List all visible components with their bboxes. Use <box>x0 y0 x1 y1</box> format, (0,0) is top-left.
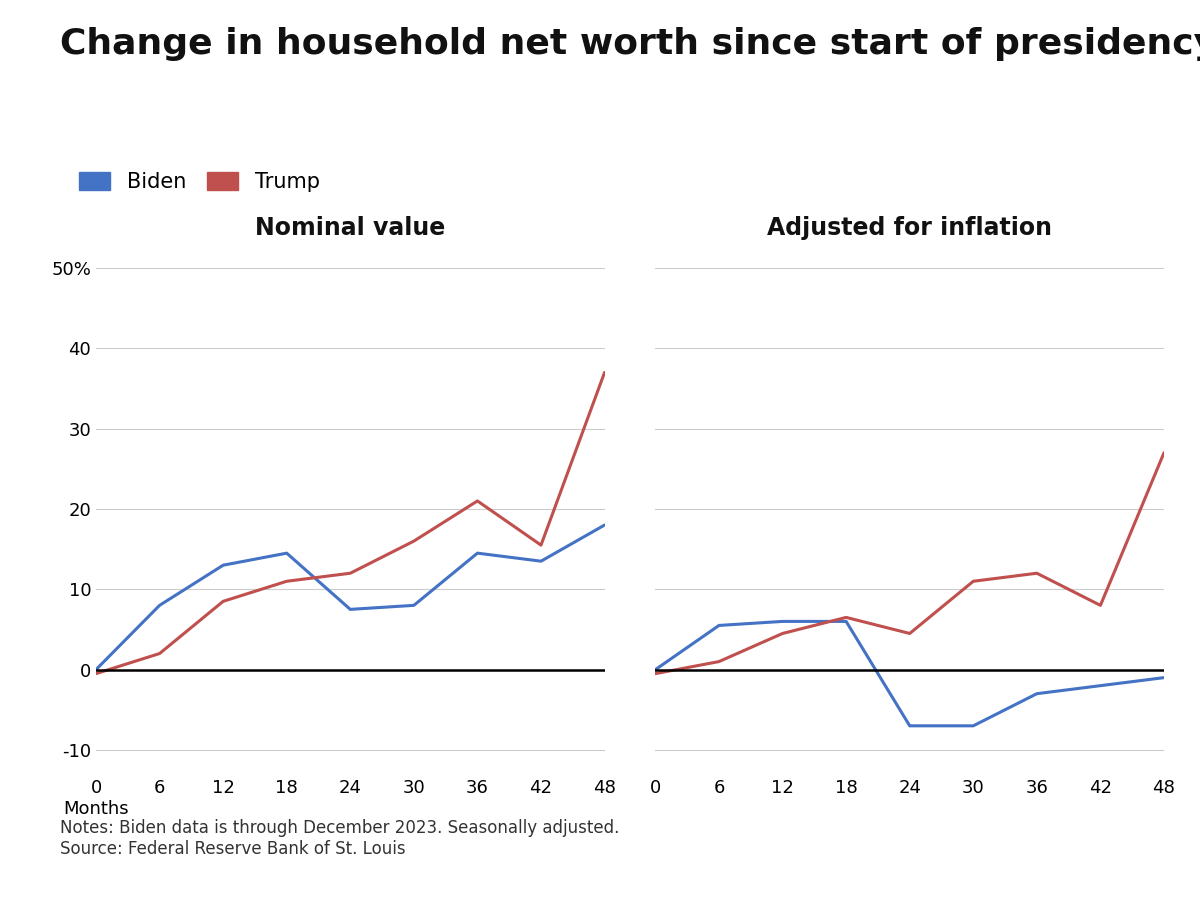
Text: Notes: Biden data is through December 2023. Seasonally adjusted.
Source: Federal: Notes: Biden data is through December 20… <box>60 819 619 858</box>
Title: Nominal value: Nominal value <box>256 216 445 240</box>
Legend: Biden, Trump: Biden, Trump <box>71 164 328 201</box>
Text: Change in household net worth since start of presidency: Change in household net worth since star… <box>60 27 1200 61</box>
Title: Adjusted for inflation: Adjusted for inflation <box>767 216 1052 240</box>
